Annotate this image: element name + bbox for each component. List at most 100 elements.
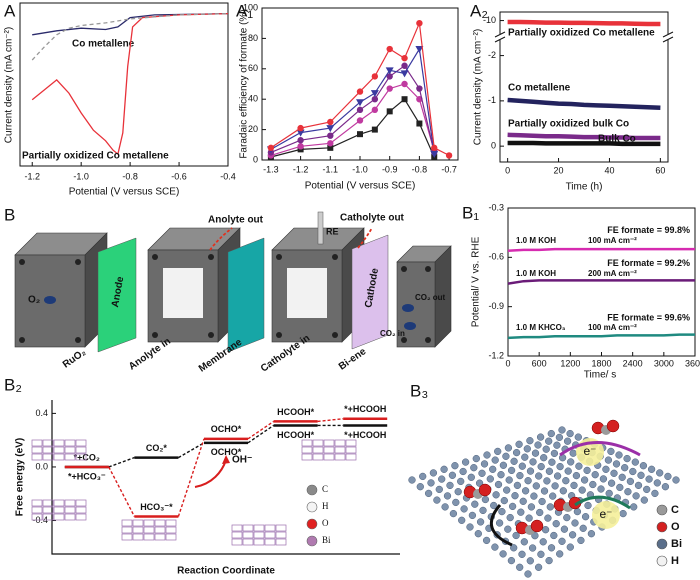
slab-cell: [154, 519, 166, 527]
lattice-atom: [589, 480, 597, 489]
lattice-atom: [531, 449, 540, 457]
lattice-atom: [559, 487, 567, 495]
lattice-atom: [550, 531, 558, 540]
lattice-atom: [564, 467, 572, 475]
lattice-atom: [571, 519, 579, 527]
slab-cell: [312, 439, 324, 447]
x-tick-label: -0.4: [220, 171, 236, 181]
slab-cell: [312, 453, 324, 461]
lattice-atom: [491, 543, 499, 551]
lattice-atom: [599, 475, 608, 483]
lattice-atom: [506, 513, 514, 522]
slab-cell: [334, 439, 346, 447]
slab-cell: [301, 439, 313, 447]
y-axis-label: Current density (mA cm⁻²): [4, 27, 15, 143]
flow-cell-label: Bi-ene: [337, 346, 369, 373]
lattice-atom: [615, 451, 623, 459]
lattice-atom: [632, 492, 640, 500]
energy-connector: [317, 418, 344, 423]
lattice-atom: [547, 429, 555, 438]
lattice-atom: [607, 447, 615, 456]
series-current: 200 mA cm⁻²: [588, 269, 637, 278]
series-annotation: Co metallene: [72, 39, 135, 50]
marker: [386, 45, 393, 53]
transfer-arrow: [559, 441, 641, 457]
marker: [296, 129, 305, 137]
lattice-atom: [507, 466, 516, 475]
y-tick-label: -2: [488, 50, 496, 60]
lattice-atom: [476, 518, 485, 526]
lattice-atom: [502, 452, 510, 460]
legend-label: Bi: [671, 538, 682, 550]
lattice-atom: [470, 464, 478, 472]
slab-cell: [253, 538, 265, 546]
slab-cell: [323, 446, 335, 454]
lattice-atom: [566, 543, 574, 551]
state-label: HCO₃⁻*: [140, 502, 173, 512]
slab-cell: [64, 506, 76, 514]
slab-cell: [154, 533, 166, 541]
slab-cell: [275, 531, 287, 539]
energy-connector: [247, 424, 274, 444]
lattice-atom: [524, 477, 532, 485]
x-tick-label: -1.2: [24, 171, 40, 181]
slab-cell: [75, 453, 87, 461]
lattice-atom: [466, 523, 474, 531]
y-tick-label: 0.4: [35, 408, 48, 418]
lattice-atom: [526, 557, 534, 565]
energy-connector: [108, 466, 136, 517]
legend-label: C: [322, 484, 328, 494]
lattice-atom: [517, 508, 525, 516]
slab-cell: [345, 453, 357, 461]
state-label: CO₂*: [146, 443, 167, 453]
lattice-atom: [587, 530, 596, 538]
x-tick-label: -1.0: [352, 164, 368, 174]
legend-label: Bi: [322, 535, 331, 545]
lattice-atom: [537, 550, 545, 558]
lattice-atom: [634, 481, 643, 490]
marker: [356, 99, 364, 107]
series-name: 1.0 M KHCO₃: [516, 323, 566, 332]
slab-cell: [253, 531, 265, 539]
lattice-atom: [478, 469, 486, 477]
lattice-atom: [543, 477, 551, 485]
lattice-atom: [570, 481, 578, 490]
electron-label: e⁻: [583, 444, 596, 458]
lattice-atom: [536, 433, 545, 441]
lattice-atom: [645, 475, 653, 483]
slab-cell: [242, 524, 254, 532]
marker: [297, 143, 304, 150]
slab-cell: [75, 439, 87, 447]
lattice-atom: [575, 462, 583, 470]
lattice-atom: [516, 563, 524, 571]
lattice-atom: [537, 462, 545, 471]
lattice-atom: [479, 506, 487, 515]
port: [404, 322, 416, 330]
slab-cell: [64, 446, 76, 454]
lattice-atom: [558, 454, 567, 462]
marker: [445, 152, 453, 159]
slab-cell: [301, 453, 313, 461]
lattice-atom: [505, 476, 513, 484]
lattice-atom: [500, 496, 508, 505]
y-axis-label: Potential/ V vs. RHE: [471, 236, 482, 327]
y-tick-label: 40: [248, 94, 258, 104]
x-tick-label: 600: [532, 358, 547, 368]
lattice-atom: [548, 458, 556, 466]
series-line: [507, 97, 661, 110]
lattice-atom: [553, 472, 562, 480]
lattice-atom: [491, 456, 499, 464]
lattice-atom: [637, 471, 645, 479]
lattice-atom: [507, 556, 516, 565]
x-axis-label: Time (h): [566, 182, 603, 193]
panel-label: B₃: [410, 381, 428, 400]
slab-cell: [31, 439, 43, 447]
series-annotation: Partially oxidized bulk Co: [508, 119, 629, 130]
y-tick-label: -0.9: [488, 301, 504, 311]
y-tick-label: -0.6: [488, 252, 504, 262]
marker: [431, 144, 438, 152]
lattice-atom: [542, 445, 550, 453]
lattice-atom: [535, 472, 543, 480]
lattice-atom: [672, 476, 680, 484]
